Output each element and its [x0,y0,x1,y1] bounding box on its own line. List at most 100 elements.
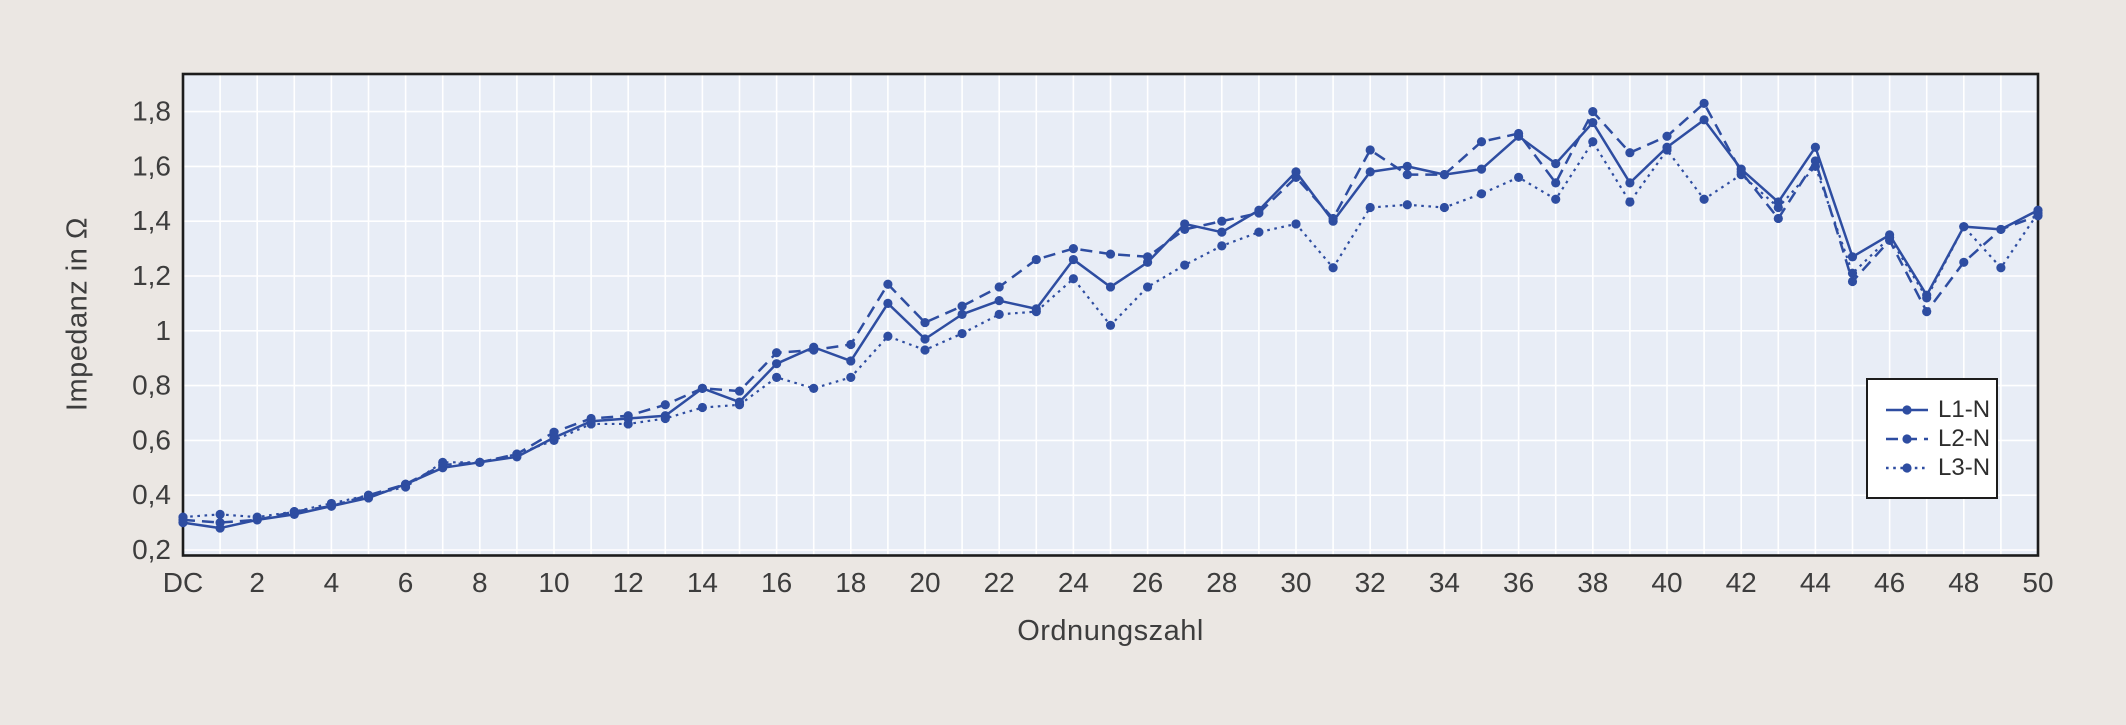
x-tick-label: 18 [835,567,866,598]
data-point-marker-L2-N [623,411,633,421]
x-tick-label: 32 [1355,567,1386,598]
data-point-marker-L1-N [994,296,1004,306]
x-tick-label: 28 [1206,567,1237,598]
data-point-marker-L3-N [1736,170,1746,180]
data-point-marker-L3-N [475,457,485,467]
data-point-marker-L2-N [883,279,893,289]
data-point-marker-L2-N [1068,244,1078,254]
y-tick-label: 1,8 [132,96,171,127]
x-tick-label: 8 [472,567,488,598]
data-point-marker-L1-N [883,298,893,308]
data-point-marker-L3-N [1514,172,1524,182]
data-point-marker-L3-N [512,449,522,459]
legend: L1-N L2-N L3-N [1866,378,1998,499]
y-tick-label: 0,8 [132,370,171,401]
data-point-marker-L3-N [252,512,262,522]
data-point-marker-L3-N [586,419,596,429]
y-tick-label: 1 [155,315,171,346]
data-point-marker-L3-N [623,419,633,429]
data-point-marker-L2-N [920,317,930,328]
data-point-marker-L2-N [1439,170,1449,180]
data-point-marker-L2-N [1105,249,1116,259]
data-point-marker-L3-N [1068,274,1078,284]
data-point-marker-L3-N [660,413,670,424]
data-point-marker-L3-N [1773,202,1783,213]
data-point-marker-L2-N [1514,128,1524,139]
data-point-marker-L3-N [1328,263,1338,273]
data-point-marker-L3-N [994,309,1004,319]
data-point-marker-L3-N [1180,260,1190,270]
x-tick-label: 44 [1800,567,1831,598]
data-point-marker-L3-N [1217,241,1227,251]
data-point-marker-L1-N [1588,117,1598,128]
data-point-marker-L1-N [1551,159,1561,169]
data-point-marker-L3-N [1625,197,1635,207]
x-tick-label: 42 [1726,567,1757,598]
x-tick-label: 30 [1280,567,1311,598]
data-point-marker-L3-N [883,331,893,341]
x-tick-label: 40 [1651,567,1682,598]
data-point-marker-L3-N [1031,307,1041,317]
data-point-marker-L3-N [957,328,967,339]
data-point-marker-L2-N [1291,172,1301,182]
data-point-marker-L2-N [1143,252,1153,262]
data-point-marker-L2-N [1551,178,1561,188]
data-point-marker-L2-N [660,400,670,410]
data-point-marker-L3-N [1699,194,1709,204]
data-point-marker-L2-N [1662,131,1672,141]
data-point-marker-L1-N [1847,252,1858,262]
data-point-marker-L3-N [215,509,225,519]
data-point-marker-L3-N [1922,293,1932,303]
data-point-marker-L2-N [1180,224,1190,235]
data-point-marker-L2-N [772,348,782,358]
data-point-marker-L2-N [1959,257,1969,267]
data-point-marker-L3-N [326,498,336,509]
data-point-marker-L2-N [1922,307,1932,317]
data-point-marker-L2-N [1031,254,1041,265]
data-point-marker-L1-N [1068,254,1078,265]
x-tick-label: 48 [1948,567,1979,598]
data-point-marker-L1-N [1105,282,1116,292]
data-point-marker-L3-N [1810,161,1820,171]
data-point-marker-L2-N [1476,137,1487,147]
data-point-marker-L2-N [1254,208,1264,218]
x-tick-label: 14 [687,567,718,598]
data-point-marker-L1-N [920,334,930,344]
data-point-marker-L3-N [1885,233,1895,243]
data-point-marker-L3-N [401,482,411,492]
legend-item-L2-N: L2-N [1885,426,1996,450]
data-point-marker-L3-N [1588,137,1598,147]
data-point-marker-L3-N [1143,282,1153,292]
data-point-marker-L3-N [1662,145,1672,155]
data-point-marker-L3-N [1365,202,1375,213]
data-point-marker-L2-N [994,282,1004,292]
legend-label: L3-N [1938,453,1991,481]
y-tick-label: 1,6 [132,150,171,181]
data-point-marker-L2-N [1699,98,1709,108]
data-point-marker-L3-N [438,457,448,467]
y-tick-label: 1,2 [132,260,171,291]
data-point-marker-L3-N [846,372,856,382]
data-point-marker-L1-N [846,356,856,366]
data-point-marker-L1-N [1699,115,1709,125]
legend-solid-line-icon [1886,404,1928,415]
x-tick-label: 36 [1503,567,1534,598]
data-point-marker-L2-N [1217,216,1227,226]
data-point-marker-L2-N [1588,107,1598,117]
data-point-marker-L2-N [1847,276,1858,287]
x-tick-label: 38 [1577,567,1608,598]
data-point-marker-L3-N [1439,202,1449,213]
legend-dashed-line-icon [1886,433,1928,444]
data-point-marker-L1-N [1476,164,1487,174]
x-tick-label: 2 [249,567,265,598]
data-point-marker-L3-N [1847,268,1858,278]
data-point-marker-L3-N [1996,263,2006,273]
data-point-marker-L3-N [1291,219,1301,229]
data-point-marker-L3-N [1402,200,1412,210]
x-tick-label: DC [163,567,203,598]
legend-dotted-line-icon [1886,462,1928,473]
data-point-marker-L2-N [1996,224,2006,235]
legend-label: L1-N [1938,395,1991,423]
